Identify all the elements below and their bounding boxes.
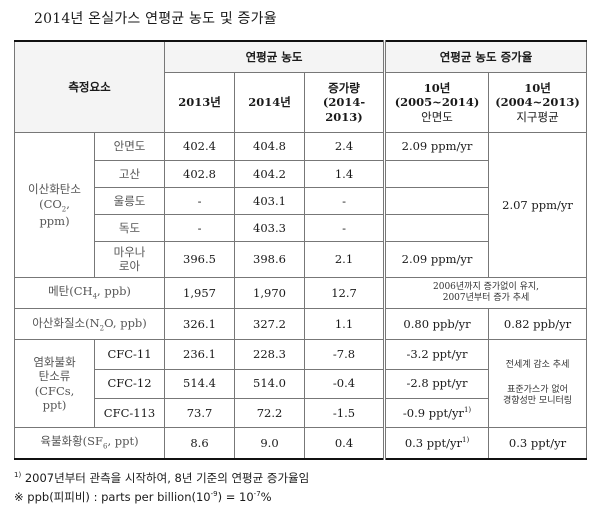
n2o-2014: 327.2 [234,307,306,341]
ch4-increase: 12.7 [304,276,387,309]
co2-site: 울릉도 [93,186,166,215]
co2-rate: 2.09 ppm/yr [384,132,490,161]
co2-2014: 403.3 [234,213,306,243]
cfc-2013: 73.7 [164,397,236,429]
co2-increase: - [304,213,387,243]
co2-2014: 404.8 [234,132,306,161]
header-growth-rate: 연평균 농도 증가율 [384,39,588,73]
cfc-2014: 72.2 [234,397,306,429]
n2o-rate: 0.80 ppb/yr [384,307,490,341]
co2-2014: 398.6 [234,241,306,278]
co2-site: 고산 [93,159,166,188]
cfc-2013: 236.1 [164,339,236,370]
cfc-2014: 228.3 [234,339,306,370]
cfc-rate: -2.8 ppt/yr [384,368,490,399]
header-2014: 2014년 [234,71,306,134]
cfc-2013: 514.4 [164,368,236,399]
co2-label: 이산화탄소 (CO2, ppm) [14,132,95,278]
ch4-note: 2006년까지 증가없이 유지, 2007년부터 증가 추세 [384,276,588,309]
co2-site: 마우나 로아 [93,241,166,278]
header-2013: 2013년 [164,71,236,134]
cfc-2014: 514.0 [234,368,306,399]
sf6-increase: 0.4 [304,427,387,461]
cfc-global-note: 전세계 감소 추세 표준가스가 없어 경향성만 모니터링 [488,339,588,429]
cfc-name: CFC-12 [93,368,166,399]
n2o-global-rate: 0.82 ppb/yr [488,307,588,341]
footnote-ppb: ※ ppb(피피비) : parts per billion(10-9) = 1… [14,489,272,504]
n2o-increase: 1.1 [304,307,387,341]
co2-rate [384,213,490,243]
page-title: 2014년 온실가스 연평균 농도 및 증가율 [34,11,277,27]
co2-increase: 1.4 [304,159,387,188]
co2-2013: - [164,186,236,215]
co2-site: 독도 [93,213,166,243]
co2-2013: - [164,213,236,243]
co2-rate [384,186,490,215]
co2-increase: - [304,186,387,215]
co2-2014: 404.2 [234,159,306,188]
n2o-2013: 326.1 [164,307,236,341]
co2-site: 안면도 [93,132,166,161]
header-element: 측정요소 [13,40,166,134]
ch4-2014: 1,970 [234,276,306,309]
footnotes: 1) 2007년부터 관측을 시작하여, 8년 기준의 연평균 증가율임 ※ p… [14,466,309,504]
sf6-global-rate: 0.3 ppt/yr [488,427,588,461]
cfc-rate: -3.2 ppt/yr [384,339,490,370]
co2-2013: 396.5 [164,241,236,278]
co2-increase: 2.4 [304,132,387,161]
cfc-increase: -1.5 [304,397,387,429]
ch4-label: 메탄(CH4, ppb) [13,276,166,309]
sf6-2013: 8.6 [164,427,236,461]
cfc-increase: -0.4 [304,368,387,399]
co2-increase: 2.1 [304,241,387,278]
co2-rate: 2.09 ppm/yr [384,241,490,278]
cfc-rate: -0.9 ppt/yr1) [384,397,490,429]
cfc-label: 염화불화 탄소류 (CFCs, ppt) [14,339,95,429]
cfc-name: CFC-113 [93,397,166,429]
co2-2014: 403.1 [234,186,306,215]
co2-rate [384,159,490,188]
co2-2013: 402.4 [164,132,236,161]
footnote-1: 1) 2007년부터 관측을 시작하여, 8년 기준의 연평균 증가율임 [14,470,310,485]
co2-global-rate: 2.07 ppm/yr [488,132,588,278]
header-increase: 증가량 (2014-2013) [304,71,387,134]
ch4-2013: 1,957 [164,276,236,309]
header-10yr-global: 10년 (2004~2013) 지구평균 [488,71,588,134]
co2-2013: 402.8 [164,159,236,188]
sf6-label: 육불화황(SF6, ppt) [13,427,166,461]
n2o-label: 아산화질소(N2O, ppb) [13,307,166,341]
sf6-2014: 9.0 [234,427,306,461]
sf6-rate: 0.3 ppt/yr1) [384,427,490,461]
cfc-increase: -7.8 [304,339,387,370]
header-10yr-anmyeondo: 10년 (2005~2014) 안면도 [384,71,490,134]
cfc-name: CFC-11 [93,339,166,370]
header-annual-avg: 연평균 농도 [164,39,387,73]
ghg-table: 측정요소 연평균 농도 연평균 농도 증가율 2013년 2014년 증가량 (2… [13,39,588,461]
